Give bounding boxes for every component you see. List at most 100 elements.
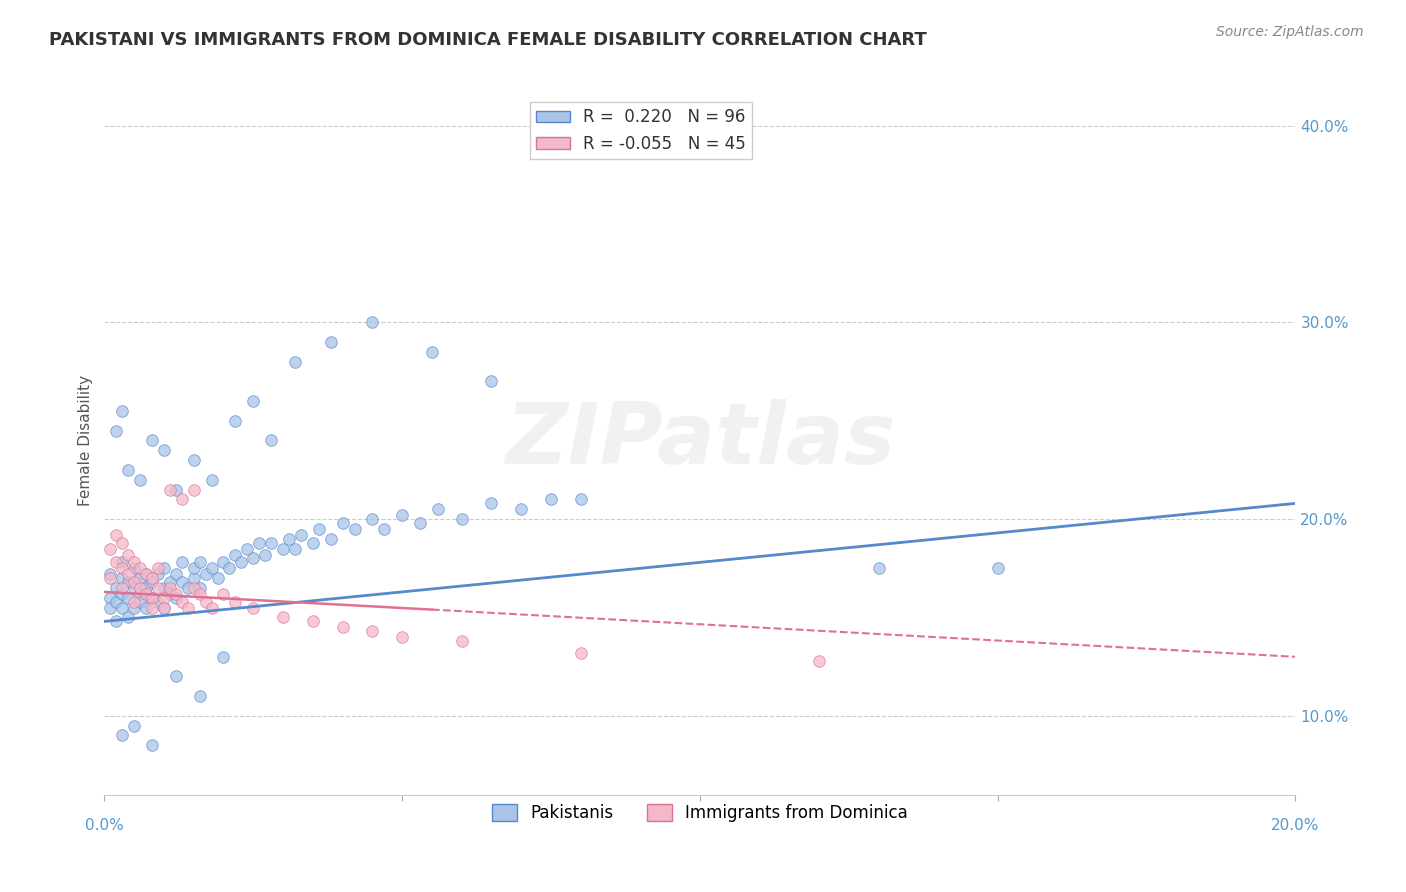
Point [260, 434, 283, 448]
Point [183, 571, 205, 585]
Point [170, 555, 193, 569]
Point [153, 443, 176, 458]
Point [224, 414, 246, 428]
Point [510, 502, 533, 516]
Point [481, 496, 503, 510]
Point [141, 575, 163, 590]
Point [146, 595, 169, 609]
Point [569, 646, 592, 660]
Text: ZIPatlas: ZIPatlas [505, 399, 896, 482]
Point [129, 571, 152, 585]
Point [122, 600, 145, 615]
Point [391, 508, 413, 523]
Point [212, 555, 235, 569]
Point [159, 581, 181, 595]
Point [165, 591, 187, 605]
Point [117, 610, 139, 624]
Point [426, 502, 449, 516]
Point [218, 561, 240, 575]
Point [170, 595, 193, 609]
Point [177, 581, 200, 595]
Text: Source: ZipAtlas.com: Source: ZipAtlas.com [1216, 25, 1364, 39]
Point [98, 541, 121, 556]
Point [194, 595, 217, 609]
Point [141, 591, 163, 605]
Point [146, 561, 169, 575]
Point [105, 555, 128, 569]
Point [153, 561, 176, 575]
Point [868, 561, 890, 575]
Point [183, 453, 205, 467]
Point [284, 541, 307, 556]
Point [165, 483, 187, 497]
Point [308, 522, 330, 536]
Point [260, 535, 283, 549]
Point [117, 567, 139, 582]
Point [105, 581, 128, 595]
Point [98, 571, 121, 585]
Point [319, 532, 342, 546]
Point [170, 492, 193, 507]
Point [450, 512, 472, 526]
Point [111, 729, 134, 743]
Point [183, 561, 205, 575]
Point [153, 591, 176, 605]
Point [278, 532, 301, 546]
Point [200, 600, 222, 615]
Point [98, 567, 121, 582]
Point [117, 591, 139, 605]
Point [242, 600, 264, 615]
Point [165, 669, 187, 683]
Point [129, 473, 152, 487]
Point [111, 561, 134, 575]
Text: 20.0%: 20.0% [1271, 818, 1320, 833]
Point [111, 600, 134, 615]
Point [242, 394, 264, 409]
Point [122, 581, 145, 595]
Point [569, 492, 592, 507]
Point [122, 595, 145, 609]
Point [141, 571, 163, 585]
Point [177, 600, 200, 615]
Point [153, 600, 176, 615]
Point [236, 541, 259, 556]
Point [301, 535, 323, 549]
Point [153, 581, 176, 595]
Point [129, 595, 152, 609]
Point [420, 345, 443, 359]
Point [224, 595, 246, 609]
Point [373, 522, 395, 536]
Point [141, 591, 163, 605]
Point [122, 561, 145, 575]
Point [117, 463, 139, 477]
Point [122, 719, 145, 733]
Y-axis label: Female Disability: Female Disability [79, 375, 93, 506]
Point [146, 567, 169, 582]
Point [271, 610, 294, 624]
Point [200, 473, 222, 487]
Text: PAKISTANI VS IMMIGRANTS FROM DOMINICA FEMALE DISABILITY CORRELATION CHART: PAKISTANI VS IMMIGRANTS FROM DOMINICA FE… [49, 31, 927, 49]
Legend: Pakistanis, Immigrants from Dominica: Pakistanis, Immigrants from Dominica [485, 797, 914, 829]
Point [409, 516, 432, 530]
Point [170, 575, 193, 590]
Point [141, 600, 163, 615]
Point [135, 587, 157, 601]
Point [207, 571, 229, 585]
Point [361, 512, 384, 526]
Point [343, 522, 366, 536]
Point [987, 561, 1010, 575]
Point [224, 548, 246, 562]
Point [105, 615, 128, 629]
Point [212, 587, 235, 601]
Point [212, 649, 235, 664]
Point [159, 587, 181, 601]
Point [141, 739, 163, 753]
Point [153, 600, 176, 615]
Point [247, 535, 270, 549]
Point [183, 581, 205, 595]
Point [135, 581, 157, 595]
Point [135, 600, 157, 615]
Point [122, 555, 145, 569]
Point [188, 587, 211, 601]
Point [129, 561, 152, 575]
